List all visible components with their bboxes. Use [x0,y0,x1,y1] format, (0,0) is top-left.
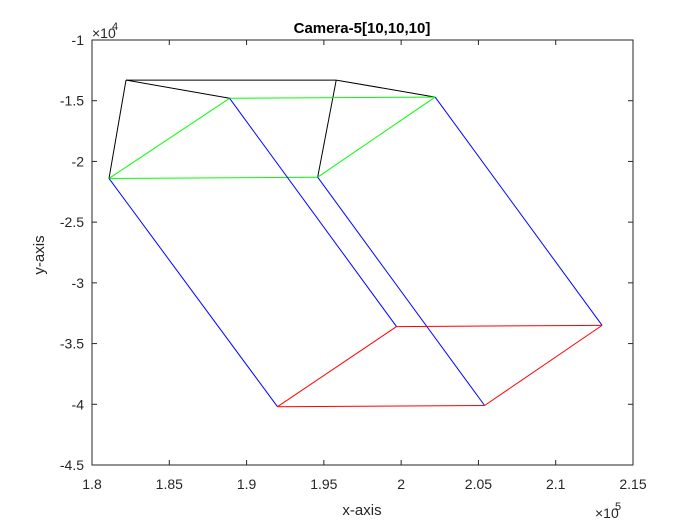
y-multiplier-base: ×10 [92,25,116,41]
x-axis-multiplier: ×10 5 [595,501,621,521]
black-edge-1 [108,79,127,179]
y-tick-label: -2.5 [60,214,84,230]
plot-frame [91,39,634,466]
x-tick-label: 1.8 [82,476,102,492]
x-tick-label: 1.95 [310,476,337,492]
red-edge-15 [277,326,397,408]
y-tick-label: -1 [72,32,85,48]
x-tick-label: 2.15 [619,476,646,492]
x-axis-label: x-axis [342,502,381,519]
x-tick-label: 2 [397,476,405,492]
black-edge-4 [336,79,436,98]
blue-edge-9 [108,178,278,408]
y-axis-label: y-axis [31,235,48,274]
x-tick-label: 1.9 [237,476,257,492]
x-tick-label: 1.85 [156,476,183,492]
y-tick-label: -3 [72,275,85,291]
red-edge-13 [277,405,485,408]
x-multiplier-base: ×10 [595,505,619,521]
y-tick-label: -3.5 [60,336,84,352]
y-multiplier-exponent: 4 [112,21,118,33]
y-tick-label: -1.5 [60,93,84,109]
y-tick-label: -4.5 [60,457,84,473]
data-lines [108,79,603,408]
green-edge-7 [108,97,230,179]
blue-edge-12 [434,96,603,326]
green-edge-5 [229,96,436,99]
y-axis-multiplier: ×10 4 [92,21,118,41]
y-axis-ticks: -1 -1.5 -2 -2.5 -3 -3.5 -4 -4.5 [60,32,633,473]
x-tick-label: 2.05 [465,476,492,492]
axes-box [91,39,634,466]
green-edge-8 [317,96,436,178]
y-tick-label: -4 [72,396,85,412]
y-tick-label: -2 [72,153,85,169]
green-edge-6 [108,176,318,179]
blue-edge-10 [229,97,397,327]
black-edge-2 [125,79,230,99]
chart-title: Camera-5[10,10,10] [294,20,431,37]
x-tick-label: 2.1 [546,476,566,492]
blue-edge-11 [317,176,486,406]
x-multiplier-exponent: 5 [615,501,621,513]
x-axis-ticks: 1.8 1.85 1.9 1.95 2 2.05 2.1 2.15 [82,40,647,492]
red-edge-14 [396,324,603,328]
black-edge-3 [317,79,337,178]
red-edge-16 [484,324,603,406]
